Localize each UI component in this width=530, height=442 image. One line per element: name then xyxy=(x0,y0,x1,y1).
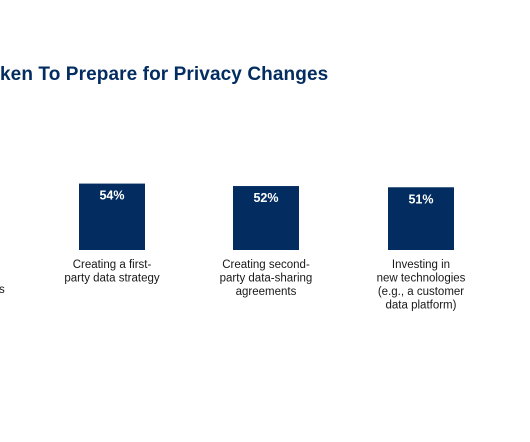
category-label-3-line-1: Investing in xyxy=(392,259,450,271)
partial-category-label: s xyxy=(0,284,5,296)
chart-title: ken To Prepare for Privacy Changes xyxy=(0,64,329,85)
bar-value-label-1: 54% xyxy=(99,189,124,203)
category-label-1-line-2: party data strategy xyxy=(64,273,159,285)
bar-value-label-2: 52% xyxy=(253,191,278,205)
bar-3 xyxy=(388,187,454,250)
bar-1 xyxy=(79,183,145,250)
bar-value-label-3: 51% xyxy=(408,192,433,206)
category-label-2-line-3: agreements xyxy=(236,286,297,298)
category-label-3-line-3: (e.g., a customer xyxy=(378,286,464,298)
category-label-1-line-1: Creating a first- xyxy=(73,259,152,271)
category-label-2-line-1: Creating second- xyxy=(222,259,310,271)
category-label-3-line-4: data platform) xyxy=(386,300,457,312)
category-label-3-line-2: new technologies xyxy=(377,273,466,285)
category-label-2-line-2: party data-sharing xyxy=(220,273,313,285)
bar-2 xyxy=(233,186,299,250)
